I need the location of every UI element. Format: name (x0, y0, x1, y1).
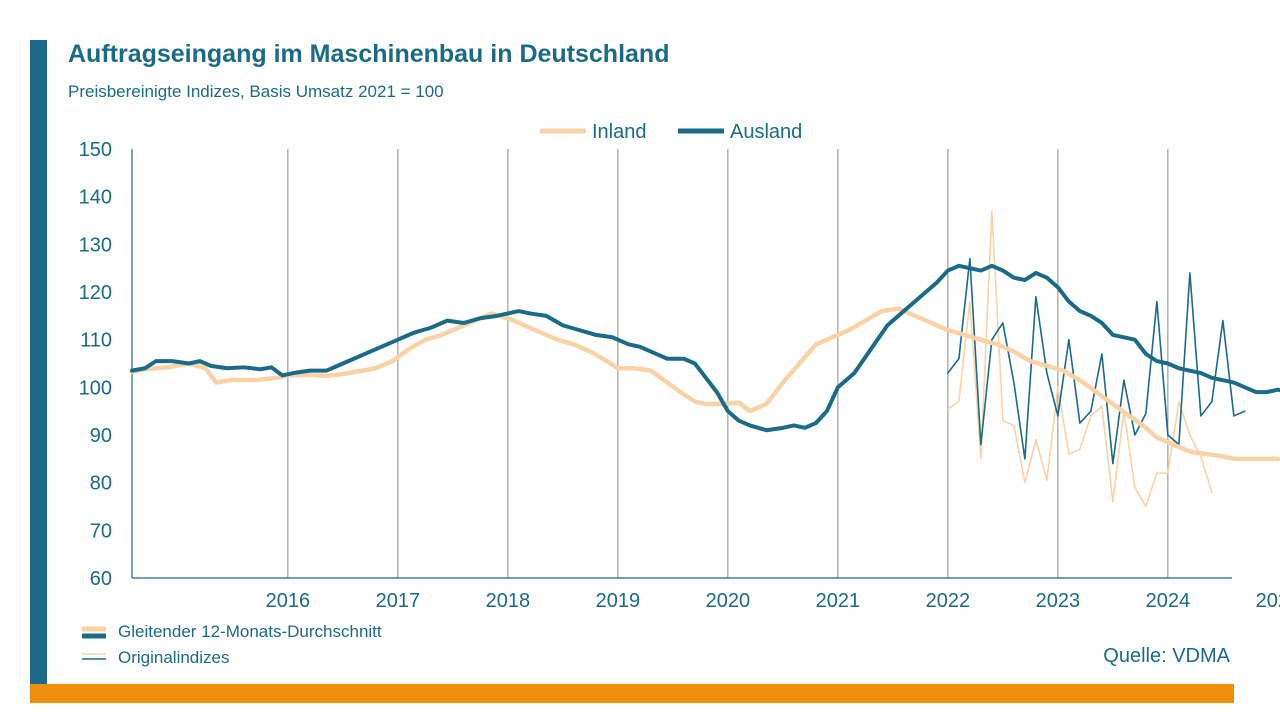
series-line-inland-orig (947, 210, 1213, 508)
legend-label-inland: Inland (592, 121, 647, 143)
chart-title: Auftragseingang im Maschinenbau in Deuts… (68, 40, 670, 68)
x-tick-label: 2018 (486, 590, 531, 612)
y-tick-label: 130 (79, 234, 112, 256)
y-axis-ticks: 60 70 80 90 100 110 120 130 140 150 (79, 139, 112, 590)
y-tick-label: 60 (90, 568, 112, 590)
x-tick-label: 2020 (706, 590, 751, 612)
y-tick-label: 100 (79, 377, 112, 399)
y-tick-label: 110 (80, 330, 112, 352)
x-tick-label: 2016 (266, 590, 311, 612)
y-tick-label: 140 (79, 187, 112, 209)
series-line-ausland-avg (130, 263, 1280, 433)
y-tick-label: 80 (90, 473, 112, 495)
lower-legend: Gleitender 12-Monats-Durchschnitt Origin… (82, 622, 382, 667)
chart-subtitle: Preisbereinigte Indizes, Basis Umsatz 20… (68, 82, 444, 101)
x-tick-label: 2022 (926, 590, 971, 612)
legend: Inland Ausland (540, 121, 802, 143)
x-tick-label: 2017 (376, 590, 421, 612)
series-line-ausland-orig (947, 257, 1246, 465)
y-tick-label: 150 (79, 139, 112, 161)
source-note: Quelle: VDMA (1103, 645, 1230, 667)
y-tick-label: 90 (90, 425, 112, 447)
y-tick-label: 120 (79, 282, 112, 304)
series-group (129, 210, 1280, 508)
y-tick-label: 70 (90, 520, 112, 542)
axes (131, 149, 1232, 579)
x-tick-label: 2024 (1146, 590, 1191, 612)
legend-label-ausland: Ausland (730, 121, 802, 143)
x-tick-label: 2019 (596, 590, 641, 612)
x-tick-label: 2025 (1256, 590, 1280, 612)
legend-label-avg: Gleitender 12-Monats-Durchschnitt (118, 622, 382, 641)
x-tick-label: 2021 (816, 590, 861, 612)
series-line-inland-avg (129, 306, 1280, 462)
x-tick-label: 2023 (1036, 590, 1081, 612)
x-axis-ticks: 2016 2017 2018 2019 2020 2021 2022 2023 2024 2025 (266, 590, 1280, 612)
bottom-accent-bar (30, 684, 1234, 703)
side-accent-bar (30, 40, 47, 684)
legend-label-orig: Originalindizes (118, 648, 230, 667)
